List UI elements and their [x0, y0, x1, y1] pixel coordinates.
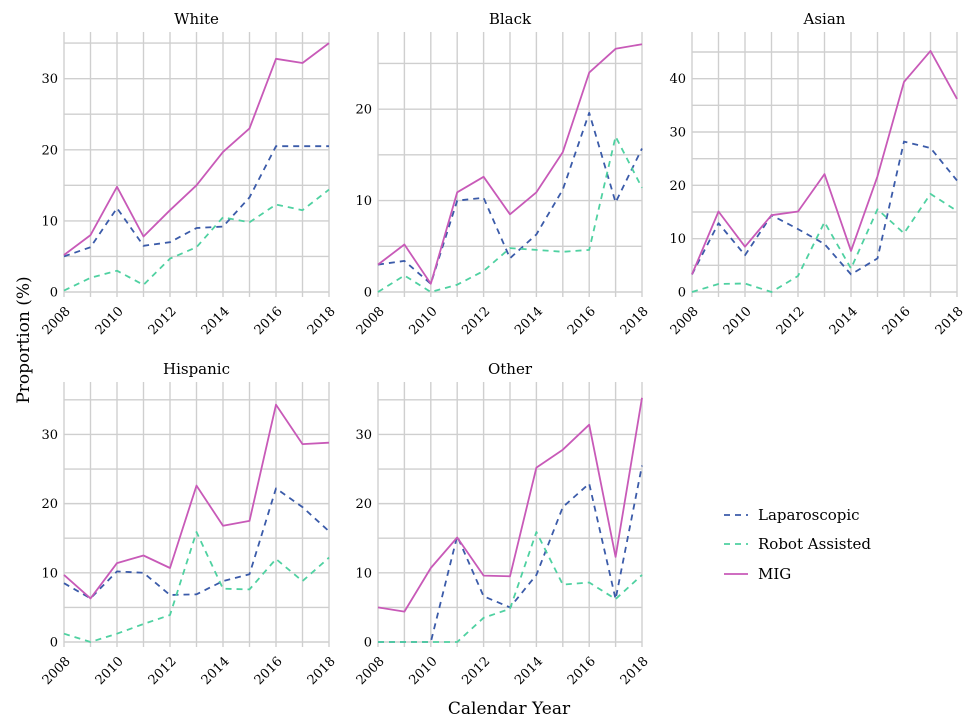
panel-white: 0 10 20 30 2008 2010 2012 2014 2016 2018 White: [40, 10, 339, 338]
x-tick-label: 2018: [305, 304, 339, 338]
y-tick-label: 0: [50, 286, 58, 301]
x-tick-label: 2018: [933, 304, 967, 338]
y-axis-title: Proportion (%): [14, 276, 34, 403]
x-tick-label: 2008: [40, 654, 74, 688]
panel-title: Hispanic: [163, 360, 230, 378]
panel-black: 0 10 20 2008 2010 2012 2014 2016 2018 Black: [354, 10, 652, 338]
x-tick-label: 2014: [827, 304, 861, 338]
series-line-robot-assisted: [691, 192, 958, 293]
legend-label-laparoscopic: Laparoscopic: [758, 506, 860, 524]
x-tick-label: 2014: [199, 304, 233, 338]
legend-label-robot-assisted: Robot Assisted: [758, 535, 871, 553]
x-tick-label: 2016: [565, 654, 599, 688]
y-tick-label: 30: [355, 428, 372, 443]
x-tick-label: 2016: [252, 304, 286, 338]
x-tick-label: 2016: [565, 304, 599, 338]
y-tick-label: 0: [364, 636, 372, 651]
panel-title: Black: [489, 10, 532, 28]
legend: Laparoscopic Robot Assisted MIG: [724, 506, 871, 583]
x-tick-label: 2018: [305, 654, 339, 688]
y-tick-label: 10: [355, 194, 372, 209]
series-line-mig: [691, 50, 958, 275]
series-line-mig: [377, 43, 643, 285]
panel-title: White: [174, 10, 219, 28]
series-line-robot-assisted: [63, 188, 330, 292]
x-tick-label: 2014: [199, 654, 233, 688]
x-tick-label: 2012: [459, 654, 493, 688]
series-line-laparoscopic: [63, 487, 330, 600]
y-tick-label: 20: [355, 103, 372, 118]
y-tick-label: 30: [41, 428, 58, 443]
x-tick-label: 2012: [774, 304, 808, 338]
x-tick-label: 2018: [618, 304, 652, 338]
x-tick-label: 2010: [721, 304, 755, 338]
x-tick-label: 2010: [407, 304, 441, 338]
x-tick-label: 2008: [354, 304, 388, 338]
series-line-robot-assisted: [377, 135, 643, 293]
x-tick-label: 2008: [668, 304, 702, 338]
panel-other: 0 10 20 30 2008 2010 2012 2014 2016 2018 Other: [354, 360, 652, 688]
series-line-mig: [63, 403, 330, 600]
panel-title: Asian: [803, 10, 846, 28]
panel-title: Other: [488, 360, 533, 378]
series-line-robot-assisted: [378, 531, 643, 643]
series-line-laparoscopic: [377, 111, 643, 285]
series-line-mig: [63, 42, 330, 256]
x-tick-label: 2008: [354, 654, 388, 688]
x-tick-label: 2016: [252, 654, 286, 688]
y-tick-label: 0: [50, 636, 58, 651]
y-tick-label: 20: [41, 143, 58, 158]
y-tick-label: 40: [669, 72, 686, 87]
x-tick-label: 2010: [407, 654, 441, 688]
legend-label-mig: MIG: [758, 565, 791, 583]
series-line-mig: [377, 397, 643, 613]
x-tick-label: 2012: [146, 304, 180, 338]
y-tick-label: 30: [669, 126, 686, 141]
y-tick-label: 20: [41, 497, 58, 512]
x-tick-label: 2014: [512, 654, 546, 688]
x-tick-label: 2008: [40, 304, 74, 338]
x-tick-label: 2012: [146, 654, 180, 688]
panel-asian: 0 10 20 30 40 2008 2010 2012 2014 2016 2018 Asian: [668, 10, 967, 338]
y-tick-label: 10: [355, 566, 372, 581]
y-tick-label: 10: [41, 214, 58, 229]
y-tick-label: 30: [41, 72, 58, 87]
y-tick-label: 20: [355, 497, 372, 512]
panel-hispanic: 0 10 20 30 2008 2010 2012 2014 2016 2018 Hispanic: [40, 360, 339, 688]
x-tick-label: 2018: [618, 654, 652, 688]
y-tick-label: 0: [364, 286, 372, 301]
y-tick-label: 20: [669, 179, 686, 194]
x-tick-label: 2010: [93, 654, 127, 688]
y-tick-label: 10: [41, 566, 58, 581]
x-axis-title: Calendar Year: [448, 699, 571, 719]
x-tick-label: 2014: [512, 304, 546, 338]
x-tick-label: 2010: [93, 304, 127, 338]
x-tick-label: 2016: [880, 304, 914, 338]
y-tick-label: 0: [678, 286, 686, 301]
series-line-laparoscopic: [63, 145, 329, 258]
y-tick-label: 10: [669, 232, 686, 247]
series-line-robot-assisted: [63, 531, 330, 643]
x-tick-label: 2012: [459, 304, 493, 338]
series-line-laparoscopic: [691, 140, 958, 276]
